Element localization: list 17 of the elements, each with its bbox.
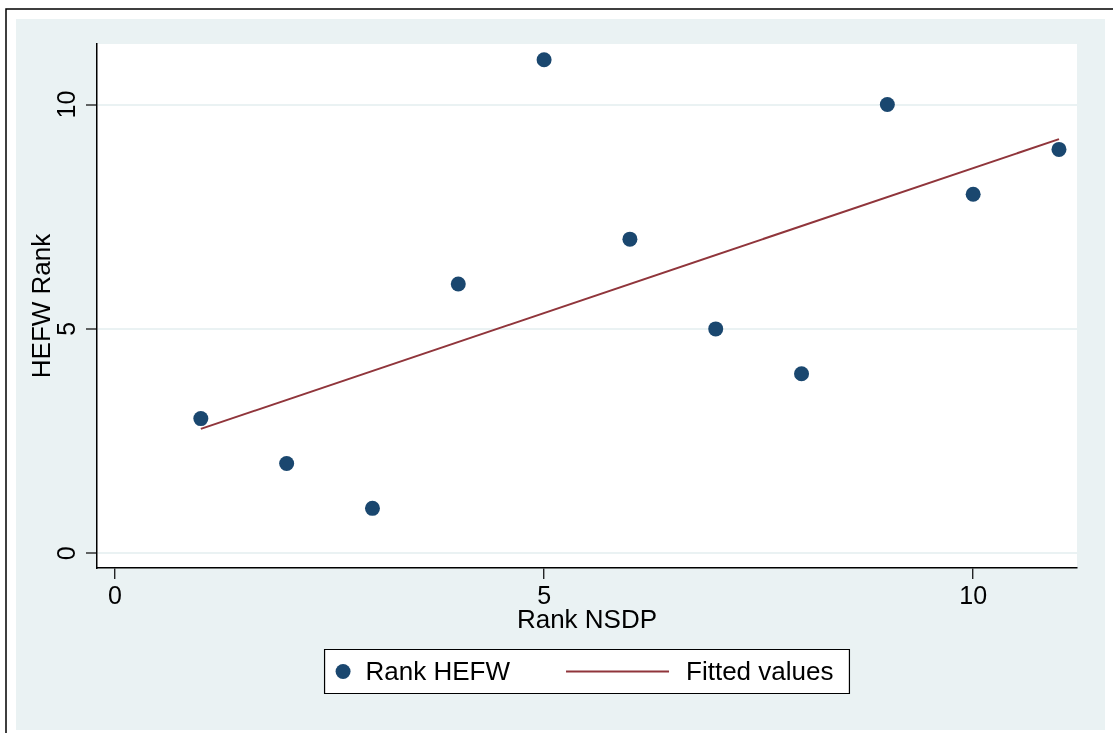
point <box>794 366 810 382</box>
point <box>965 186 981 202</box>
point <box>622 231 638 247</box>
point <box>364 500 380 516</box>
legend-label: Fitted values <box>686 655 834 686</box>
point <box>450 276 466 292</box>
y-tick-label: 10 <box>52 90 80 119</box>
point <box>1051 141 1067 157</box>
x-tick-label: 0 <box>108 580 122 609</box>
point <box>279 455 295 471</box>
legend-label: Rank HEFW <box>365 655 511 686</box>
point <box>879 97 895 113</box>
point <box>193 411 209 427</box>
y-tick-label: 0 <box>52 546 80 561</box>
x-tick-label: 10 <box>959 580 988 609</box>
point <box>536 52 552 68</box>
point <box>708 321 724 337</box>
